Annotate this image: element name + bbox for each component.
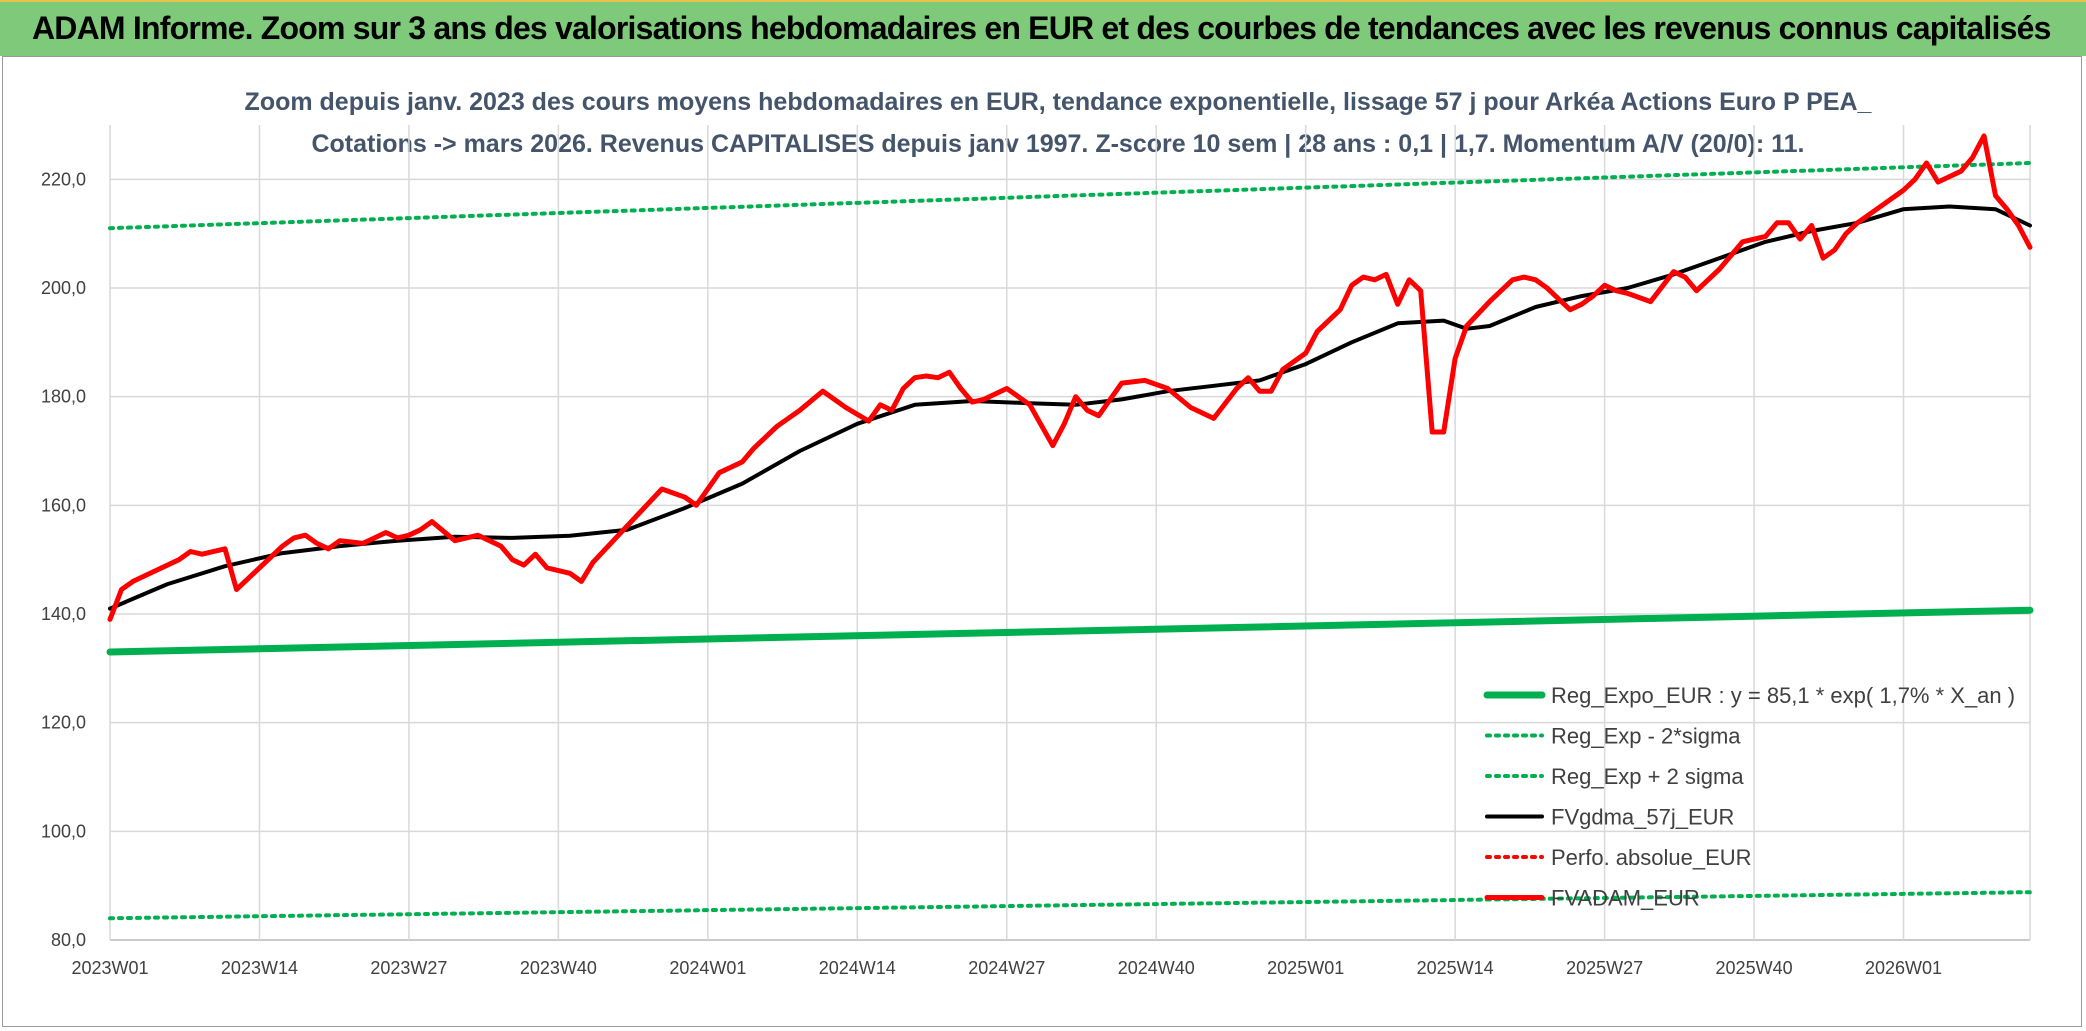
x-tick-label: 2026W01 [1865, 958, 1942, 978]
chart-frame [2, 56, 2082, 1027]
y-tick-label: 140,0 [41, 604, 86, 624]
y-axis: 80,0 100,0 120,0 140,0 160,0 180,0 200,0 220,0 [41, 169, 86, 950]
chart-title-line-2: Cotations -> mars 2026. Revenus CAPITALI… [311, 130, 1804, 158]
x-tick-label: 2024W40 [1118, 958, 1195, 978]
legend-label: FVADAM_EUR [1551, 886, 1700, 911]
x-tick-label: 2023W01 [71, 958, 148, 978]
legend-label: Reg_Exp - 2*sigma [1551, 724, 1741, 749]
gridlines [109, 125, 2031, 941]
y-tick-label: 100,0 [41, 821, 86, 841]
x-tick-label: 2024W27 [968, 958, 1045, 978]
x-axis: 2023W01 2023W14 2023W27 2023W40 2024W01 2024W… [71, 958, 1942, 978]
x-tick-label: 2024W14 [819, 958, 896, 978]
report-title: ADAM Informe. Zoom sur 3 ans des valoris… [32, 10, 2051, 46]
y-tick-label: 120,0 [41, 713, 86, 733]
legend-label: FVgdma_57j_EUR [1551, 805, 1734, 830]
x-tick-label: 2025W01 [1267, 958, 1344, 978]
legend-label: Reg_Exp + 2 sigma [1551, 764, 1744, 789]
legend-label: Perfo. absolue_EUR [1551, 845, 1752, 870]
legend: Reg_Expo_EUR : y = 85,1 * exp( 1,7% * X_… [1483, 683, 2015, 911]
chart-title-line-1: Zoom depuis janv. 2023 des cours moyens … [245, 88, 1873, 116]
legend-label: Reg_Expo_EUR : y = 85,1 * exp( 1,7% * X_… [1551, 683, 2015, 708]
x-tick-label: 2024W01 [669, 958, 746, 978]
x-tick-label: 2025W40 [1716, 958, 1793, 978]
series-layer [106, 133, 2034, 921]
y-tick-label: 220,0 [41, 169, 86, 189]
report-banner: ADAM Informe. Zoom sur 3 ans des valoris… [0, 0, 2086, 56]
series-line-2 [108, 161, 2032, 231]
y-tick-label: 160,0 [41, 495, 86, 515]
x-tick-label: 2023W14 [221, 958, 298, 978]
x-tick-label: 2023W27 [370, 958, 447, 978]
x-tick-label: 2025W14 [1417, 958, 1494, 978]
y-tick-label: 180,0 [41, 387, 86, 407]
series-line-1 [108, 890, 2032, 921]
series-line-0 [106, 606, 2034, 656]
y-tick-label: 200,0 [41, 278, 86, 298]
y-tick-label: 80,0 [51, 930, 86, 950]
x-tick-label: 2023W40 [520, 958, 597, 978]
x-tick-label: 2025W27 [1566, 958, 1643, 978]
series-line-5 [107, 133, 2033, 622]
